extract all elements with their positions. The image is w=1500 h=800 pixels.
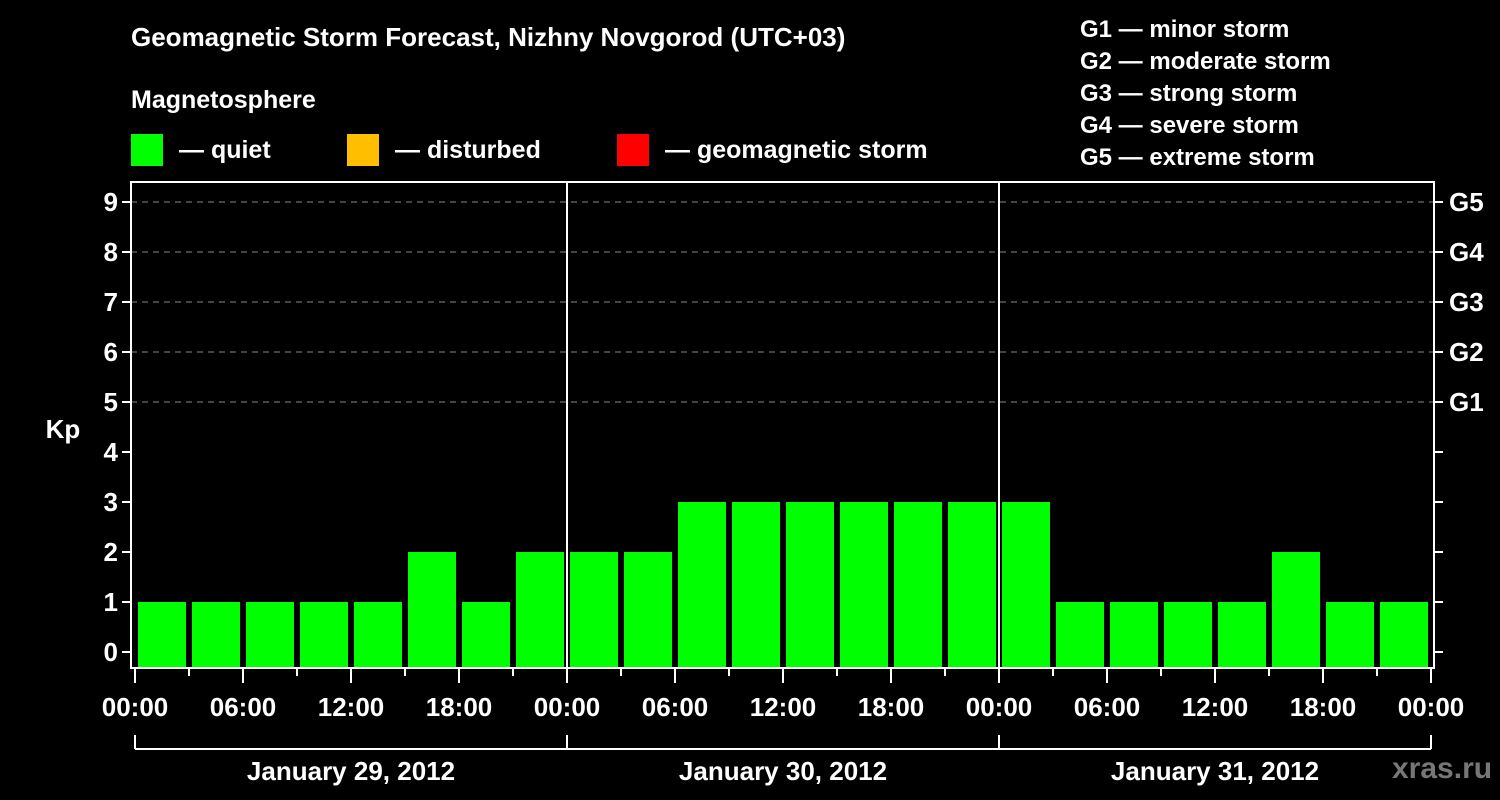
- day-label: January 31, 2012: [1111, 756, 1319, 786]
- g-legend-item: G2 — moderate storm: [1080, 48, 1331, 75]
- x-tick-label: 06:00: [1074, 692, 1141, 722]
- day-label: January 30, 2012: [679, 756, 887, 786]
- kp-bar: [624, 552, 672, 668]
- x-tick-label: 06:00: [642, 692, 709, 722]
- x-tick-label: 12:00: [1182, 692, 1249, 722]
- y-axis-label: Kp: [46, 414, 81, 444]
- legend-quiet: — quiet: [131, 133, 271, 167]
- legend-storm: — geomagnetic storm: [617, 133, 928, 167]
- y-tick-label: 1: [104, 587, 118, 617]
- plot-frame: [130, 181, 1435, 669]
- g-scale-label: G1: [1449, 387, 1484, 417]
- g-legend-item: G5 — extreme storm: [1080, 144, 1315, 171]
- kp-bar: [462, 602, 510, 668]
- kp-bar: [786, 502, 834, 668]
- kp-bar: [300, 602, 348, 668]
- y-tick-label: 8: [104, 237, 118, 267]
- chart-title: Geomagnetic Storm Forecast, Nizhny Novgo…: [131, 22, 846, 52]
- x-tick-label: 00:00: [534, 692, 601, 722]
- y-tick-label: 4: [104, 437, 119, 467]
- x-tick-label: 12:00: [318, 692, 385, 722]
- x-tick-label: 00:00: [102, 692, 169, 722]
- g-legend-item: G3 — strong storm: [1080, 80, 1298, 107]
- y-tick-label: 5: [104, 387, 118, 417]
- y-tick-label: 7: [104, 287, 118, 317]
- g-scale-label: G5: [1449, 187, 1484, 217]
- g-scale-label: G2: [1449, 337, 1484, 367]
- x-tick-label: 18:00: [1290, 692, 1357, 722]
- legend-swatch-storm: [617, 134, 649, 166]
- x-tick-label: 00:00: [966, 692, 1033, 722]
- y-tick-label: 6: [104, 337, 118, 367]
- legend-swatch-quiet: [131, 134, 163, 166]
- kp-bar: [192, 602, 240, 668]
- kp-bar: [1056, 602, 1104, 668]
- legend-swatch-disturbed: [347, 134, 379, 166]
- y-tick-label: 0: [104, 637, 118, 667]
- kp-bar: [1326, 602, 1374, 668]
- kp-bar: [678, 502, 726, 668]
- kp-bar: [948, 502, 996, 668]
- g-scale-label: G3: [1449, 287, 1484, 317]
- kp-bar: [1272, 552, 1320, 668]
- kp-bar: [1002, 502, 1050, 668]
- kp-bar: [894, 502, 942, 668]
- kp-bar: [570, 552, 618, 668]
- y-tick-label: 9: [104, 187, 118, 217]
- kp-bar: [1164, 602, 1212, 668]
- kp-bar: [246, 602, 294, 668]
- x-tick-label: 00:00: [1398, 692, 1465, 722]
- kp-bar: [408, 552, 456, 668]
- day-label: January 29, 2012: [247, 756, 455, 786]
- g-scale-label: G4: [1449, 237, 1484, 267]
- x-tick-label: 06:00: [210, 692, 277, 722]
- y-tick-label: 2: [104, 537, 118, 567]
- g-legend-item: G4 — severe storm: [1080, 112, 1299, 139]
- magnetosphere-label: Magnetosphere: [131, 86, 316, 114]
- kp-bar: [1380, 602, 1428, 668]
- g-scale-legend: G1 — minor storm G2 — moderate storm G3 …: [1080, 14, 1331, 174]
- kp-bar: [138, 602, 186, 668]
- g-legend-item: G1 — minor storm: [1080, 16, 1290, 43]
- x-tick-label: 18:00: [858, 692, 925, 722]
- y-tick-label: 3: [104, 487, 118, 517]
- kp-bar: [1110, 602, 1158, 668]
- x-tick-label: 18:00: [426, 692, 493, 722]
- kp-bar: [354, 602, 402, 668]
- kp-bar: [732, 502, 780, 668]
- x-tick-label: 12:00: [750, 692, 817, 722]
- legend-disturbed: — disturbed: [347, 133, 541, 167]
- kp-bar: [516, 552, 564, 668]
- kp-bar: [1218, 602, 1266, 668]
- watermark: xras.ru: [1392, 752, 1493, 785]
- kp-bar: [840, 502, 888, 668]
